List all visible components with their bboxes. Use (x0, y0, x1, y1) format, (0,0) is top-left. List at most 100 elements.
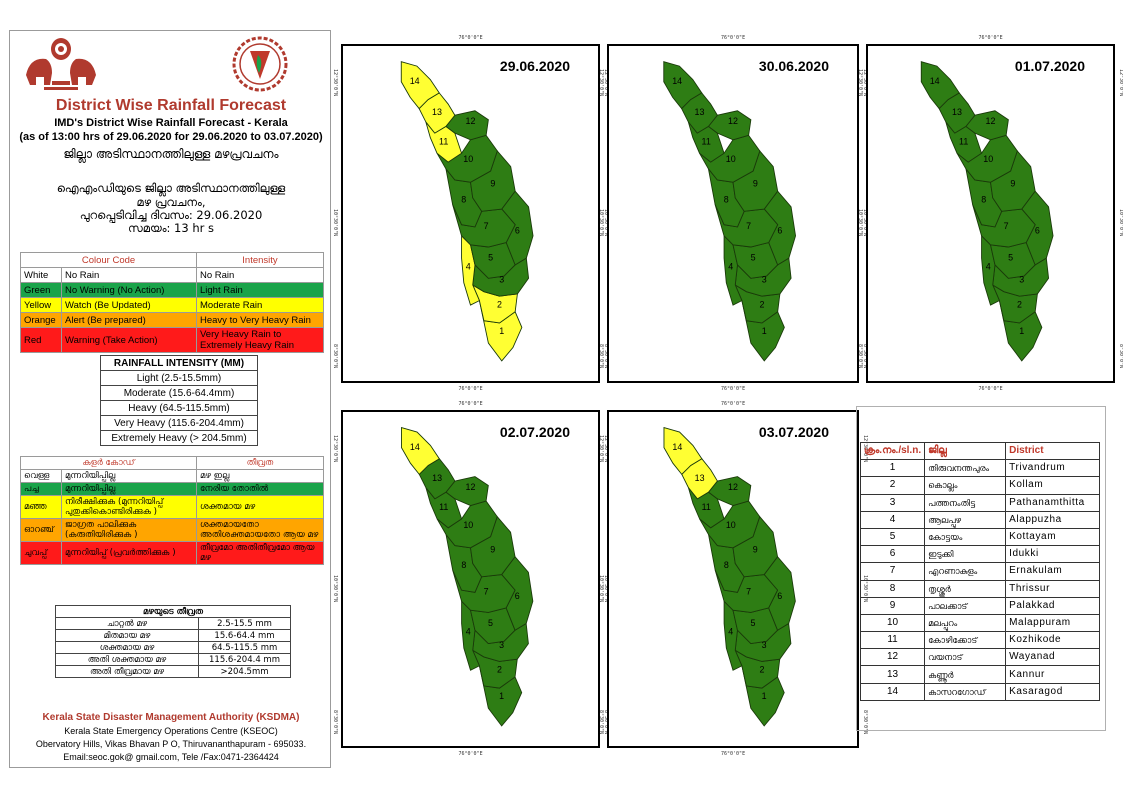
district-name-ml: കണ്ണൂർ (925, 666, 1006, 683)
district-number-label: 5 (488, 618, 493, 628)
district-row: 7 എറണാകുളം Ernakulam (861, 563, 1100, 580)
page-title: District Wise Rainfall Forecast (10, 97, 332, 115)
district-number-label: 2 (497, 299, 502, 309)
legend-ml-code: മുന്നറിയിപ്പില്ല (62, 470, 197, 483)
district-number-label: 13 (432, 107, 442, 117)
kerala-district-map: 1234567891011121314 (609, 46, 857, 381)
district-number-label: 12 (466, 116, 476, 126)
tick-label-top: 76°0'0"E (979, 35, 1003, 41)
intensity-row: Moderate (15.6-64.4mm) (101, 386, 258, 401)
tick-label-bottom: 76°0'0"E (721, 751, 745, 757)
tick-label-lat: 10°30'0"N (332, 575, 338, 602)
district-name-ml: മലപ്പുറം (925, 614, 1006, 631)
tick-label-lat: 12°30'0"N (332, 435, 338, 462)
legend-color-name: Yellow (21, 298, 62, 313)
district-name-en: Kottayam (1006, 528, 1100, 545)
district-row: 10 മലപ്പുറം Malappuram (861, 614, 1100, 631)
district-number: 4 (861, 511, 925, 528)
rainfall-intensity-table-malayalam: മഴയുടെ തീവ്രത ചാറ്റൽ മഴ 2.5-15.5 mm മിതമാ… (55, 605, 291, 678)
district-number-label: 2 (759, 665, 764, 675)
intensity-ml-range: 15.6-64.4 mm (199, 630, 291, 642)
district-name-en: Malappuram (1006, 614, 1100, 631)
district-number-label: 6 (777, 591, 782, 601)
district-name-ml: ആലപ്പുഴ (925, 511, 1006, 528)
tick-label-bottom: 76°0'0"E (459, 386, 483, 392)
legend-ml-intensity: മഴ ഇല്ല (197, 470, 324, 483)
district-number-label: 3 (762, 275, 767, 285)
intensity-row: Heavy (64.5-115.5mm) (101, 401, 258, 416)
district-legend-table: ക്രം.നം./sl.n. ജില്ല District 1 തിരുവനന്ത… (860, 442, 1100, 701)
district-name-ml: വയനാട് (925, 649, 1006, 666)
legend-row-orange: Orange Alert (Be prepared) Heavy to Very… (21, 313, 324, 328)
district-number-label: 6 (777, 226, 782, 236)
legend-header-colour: Colour Code (21, 253, 197, 268)
district-number-label: 13 (695, 473, 705, 483)
district-number-label: 12 (728, 482, 738, 492)
intensity-row: Extremely Heavy (> 204.5mm) (101, 431, 258, 446)
district-header-slno: ക്രം.നം./sl.n. (861, 443, 925, 460)
district-number-label: 9 (490, 544, 495, 554)
legend-ml-row-red: ചുവപ്പ് മുന്നറിയിപ്പ് (പ്രവർത്തിക്കുക ) … (21, 542, 324, 565)
district-row: 2 കൊല്ലം Kollam (861, 477, 1100, 494)
district-name-ml: ഇടുക്കി (925, 546, 1006, 563)
district-number-label: 11 (439, 136, 448, 146)
district-row: 5 കോട്ടയം Kottayam (861, 528, 1100, 545)
district-name-ml: പത്തനംതിട്ട (925, 494, 1006, 511)
district-number-label: 10 (983, 154, 993, 164)
district-number-label: 5 (1008, 252, 1013, 262)
district-number-label: 14 (410, 442, 420, 452)
district-number-label: 1 (762, 326, 767, 336)
tick-label-lat: 8°30'0"N (857, 344, 863, 368)
district-number: 9 (861, 597, 925, 614)
title-malayalam: ജില്ലാ അടിസ്ഥാനത്തിലുള്ള മഴപ്രവചനം (10, 147, 332, 162)
district-number-label: 8 (724, 560, 729, 570)
legend-row-green: Green No Warning (No Action) Light Rain (21, 283, 324, 298)
legend-row-white: White No Rain No Rain (21, 268, 324, 283)
legend-ml-row-white: വെള്ള മുന്നറിയിപ്പില്ല മഴ ഇല്ല (21, 470, 324, 483)
district-number-label: 5 (751, 618, 756, 628)
district-name-en: Kozhikode (1006, 632, 1100, 649)
legend-ml-color-name: വെള്ള (21, 470, 62, 483)
district-number: 7 (861, 563, 925, 580)
legend-ml-code: ജാഗ്രത പാലിക്കുക (കരുതിയിരിക്കുക ) (62, 519, 197, 542)
tick-label-lat: 12°30'0"N (598, 69, 604, 96)
tick-label-top: 76°0'0"E (459, 401, 483, 407)
intensity-ml-label: ശക്തമായ മഴ (56, 642, 199, 654)
district-number-label: 1 (1019, 326, 1024, 336)
district-number-label: 12 (728, 116, 738, 126)
issued-ml-line1: ഐഎംഡിയുടെ ജില്ലാ അടിസ്ഥാനത്തിലുള്ള (10, 181, 332, 196)
map-date: 03.07.2020 (759, 424, 829, 440)
district-number-label: 13 (432, 473, 442, 483)
district-number-label: 9 (753, 544, 758, 554)
footer-contact: Email:seoc.gok@ gmail.com, Tele /Fax:047… (10, 752, 332, 762)
legend-code: No Warning (No Action) (62, 283, 197, 298)
district-row: 11 കോഴിക്കോട് Kozhikode (861, 632, 1100, 649)
legend-ml-color-name: പച്ച (21, 483, 62, 496)
district-number: 5 (861, 528, 925, 545)
district-row: 14 കാസറഗോഡ് Kasaragod (861, 683, 1100, 700)
legend-ml-intensity: ശക്തമായ മഴ (197, 496, 324, 519)
tick-label-bottom: 76°0'0"E (459, 751, 483, 757)
tick-label-lat: 8°30'0"N (1118, 344, 1123, 368)
district-number-label: 10 (726, 154, 736, 164)
forecast-map-2: 1 2 3 4 5 6 7 8 9 10 11 12 13 14 01.07.2020 (866, 44, 1115, 383)
district-number-label: 5 (488, 252, 493, 262)
district-row: 9 പാലക്കാട് Palakkad (861, 597, 1100, 614)
district-number-label: 3 (1019, 275, 1024, 285)
legend-ml-color-name: ചുവപ്പ് (21, 542, 62, 565)
ksdma-logo-icon (230, 35, 290, 93)
district-number-label: 1 (499, 326, 504, 336)
left-info-panel: District Wise Rainfall Forecast IMD's Di… (9, 30, 331, 768)
district-row: 6 ഇടുക്കി Idukki (861, 546, 1100, 563)
intensity-ml-label: അതി തീവ്രമായ മഴ (56, 666, 199, 678)
legend-code: Alert (Be prepared) (62, 313, 197, 328)
district-number-label: 9 (490, 179, 495, 189)
tick-label-lat: 10°30'0"N (598, 575, 604, 602)
subtitle-period: (as of 13:00 hrs of 29.06.2020 for 29.06… (10, 131, 332, 143)
district-number-label: 11 (439, 502, 448, 512)
district-number-label: 13 (695, 107, 705, 117)
subtitle-forecast: IMD's District Wise Rainfall Forecast - … (10, 117, 332, 129)
district-name-en: Palakkad (1006, 597, 1100, 614)
intensity-row: Light (2.5-15.5mm) (101, 371, 258, 386)
